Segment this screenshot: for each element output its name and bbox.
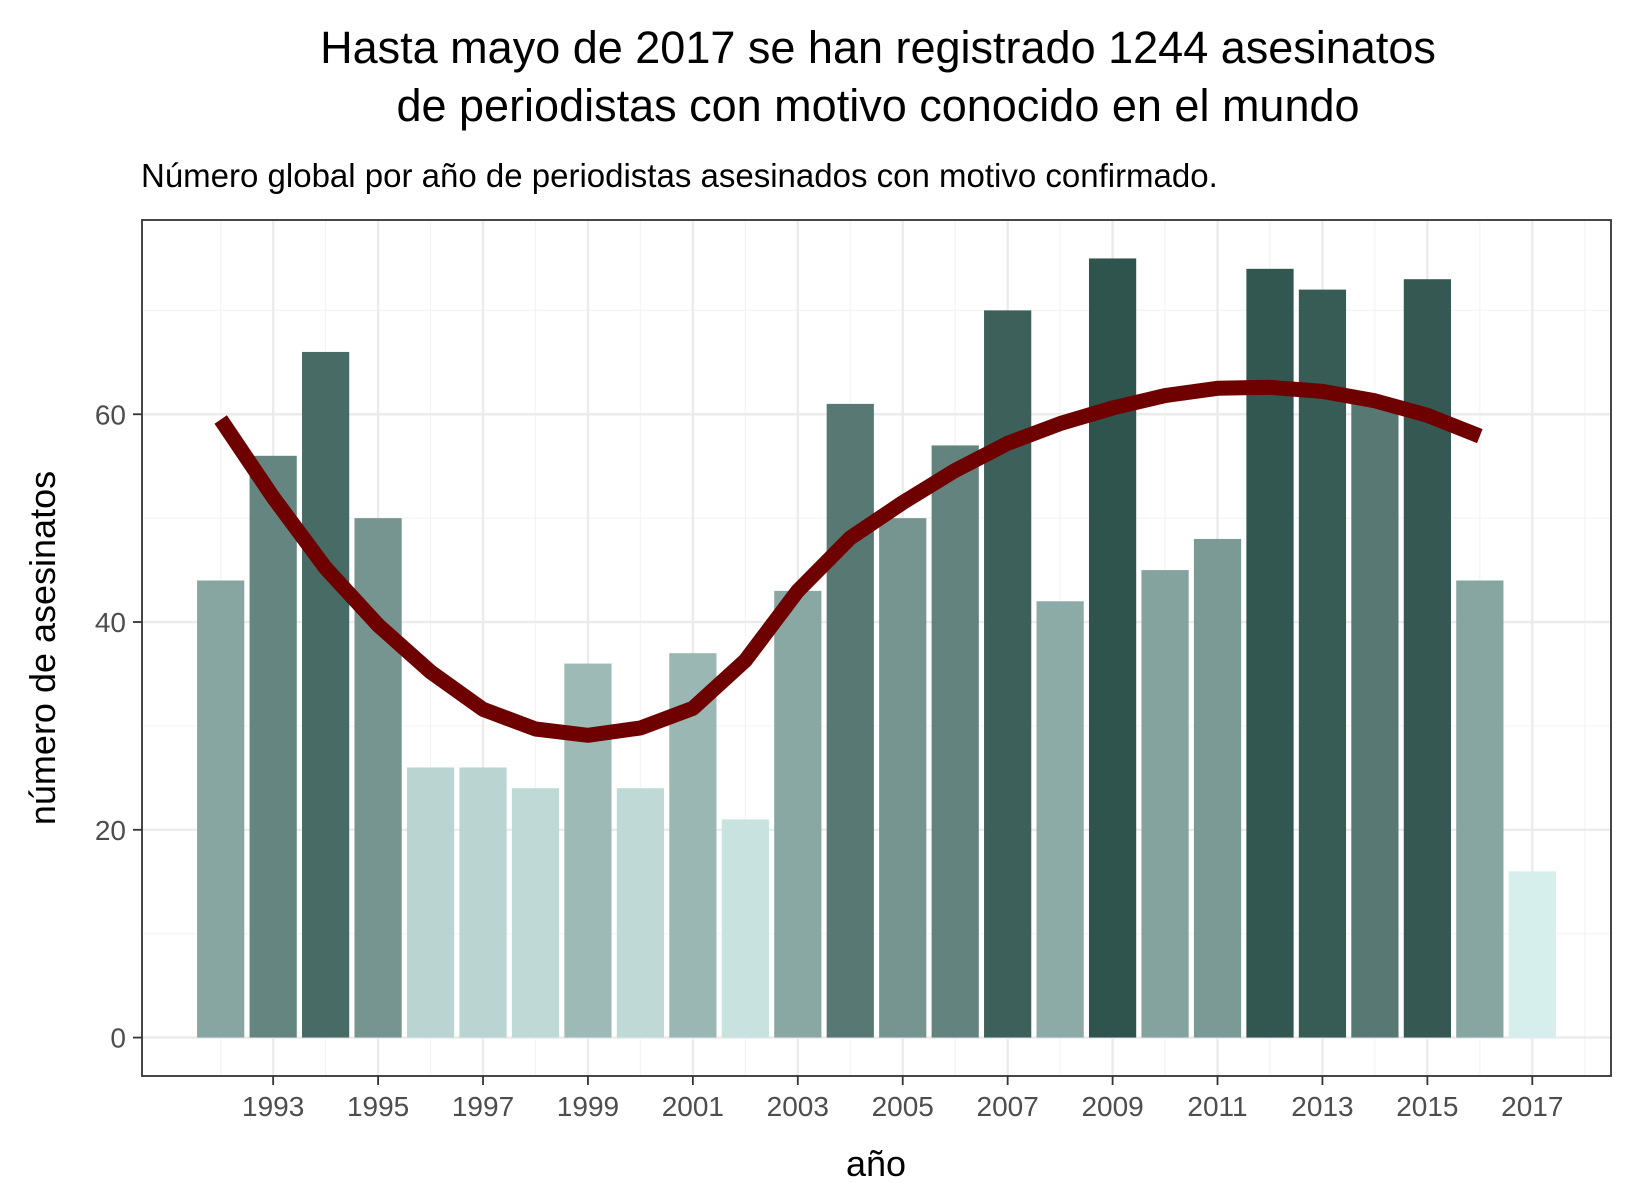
x-tick-label: 2007	[977, 1091, 1039, 1122]
chart-title-line-2: de periodistas con motivo conocido en el…	[396, 80, 1359, 131]
y-axis-title: número de asesinatos	[22, 471, 63, 825]
bar-2002	[721, 819, 769, 1038]
x-axis: 1993 1995 1997 1999 2001 2003 2005 2007 2009 2011…	[242, 1076, 1563, 1122]
x-tick-label: 2005	[872, 1091, 934, 1122]
bar-2004	[826, 403, 874, 1038]
bar-1992	[197, 580, 245, 1038]
y-tick-label: 40	[95, 607, 126, 638]
x-tick-label: 2009	[1081, 1091, 1143, 1122]
bar-2005	[879, 518, 927, 1038]
chart-subtitle: Número global por año de periodistas ase…	[141, 157, 1218, 194]
bar-1998	[511, 788, 560, 1038]
y-tick-label: 60	[95, 399, 126, 430]
x-tick-label: 2001	[662, 1091, 724, 1122]
bar-2000	[616, 788, 665, 1038]
bar-2011	[1193, 538, 1242, 1038]
bar-2012	[1246, 268, 1294, 1038]
x-tick-label: 1993	[242, 1091, 304, 1122]
bar-2003	[774, 590, 822, 1038]
bar-1999	[564, 663, 612, 1038]
x-tick-label: 1995	[347, 1091, 409, 1122]
bar-2015	[1403, 279, 1451, 1038]
x-tick-label: 2011	[1187, 1091, 1247, 1122]
bar-2014	[1351, 403, 1399, 1038]
y-axis: 0 20 40 60	[95, 399, 142, 1054]
x-tick-label: 1999	[557, 1091, 619, 1122]
x-tick-label: 2017	[1501, 1091, 1563, 1122]
x-tick-label: 2013	[1291, 1091, 1353, 1122]
chart-title-line-1: Hasta mayo de 2017 se han registrado 124…	[320, 22, 1436, 73]
y-tick-label: 20	[95, 815, 126, 846]
bar-2013	[1298, 289, 1347, 1038]
bar-2006	[931, 445, 979, 1038]
panel-border	[141, 219, 1612, 1077]
bar-1996	[406, 767, 455, 1038]
bar-1994	[302, 351, 350, 1038]
bar-2010	[1141, 570, 1189, 1038]
bar-1997	[459, 767, 507, 1038]
x-axis-title: año	[846, 1143, 906, 1184]
bar-2016	[1456, 580, 1504, 1038]
x-tick-label: 2003	[767, 1091, 829, 1122]
bar-1993	[249, 455, 297, 1038]
x-tick-label: 2015	[1396, 1091, 1458, 1122]
x-tick-label: 1997	[452, 1091, 514, 1122]
y-tick-label: 0	[110, 1023, 126, 1054]
bar-2008	[1036, 601, 1084, 1038]
trend-line	[214, 379, 1483, 743]
bar-2009	[1088, 258, 1137, 1038]
trend-line-group	[214, 379, 1483, 743]
bar-2007	[984, 310, 1032, 1038]
bars	[197, 258, 1556, 1038]
bar-2017	[1508, 871, 1556, 1038]
